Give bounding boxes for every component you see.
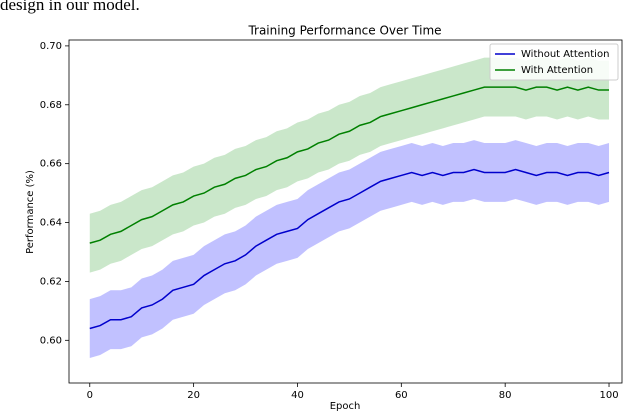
x-tick-label: 40 bbox=[291, 390, 304, 401]
y-axis-label: Performance (%) bbox=[25, 170, 36, 254]
y-tick-label: 0.60 bbox=[40, 335, 62, 346]
legend-box bbox=[489, 43, 619, 81]
x-tick-label: 20 bbox=[187, 390, 200, 401]
y-tick-label: 0.70 bbox=[40, 41, 62, 52]
legend-label: With Attention bbox=[521, 65, 593, 76]
x-tick-label: 80 bbox=[499, 390, 512, 401]
confidence-band bbox=[89, 140, 610, 358]
legend-label: Without Attention bbox=[521, 49, 609, 60]
confidence-band bbox=[89, 57, 610, 273]
y-tick-label: 0.68 bbox=[40, 100, 62, 111]
x-tick-label: 60 bbox=[395, 390, 408, 401]
x-tick-label: 100 bbox=[599, 390, 618, 401]
x-tick-label: 0 bbox=[87, 390, 93, 401]
caption: design in our model. bbox=[0, 0, 140, 14]
chart-title: Training Performance Over Time bbox=[247, 24, 441, 38]
line bbox=[89, 86, 610, 244]
y-tick-label: 0.62 bbox=[40, 276, 62, 287]
line bbox=[89, 168, 610, 330]
plot-frame bbox=[68, 39, 623, 384]
y-tick-label: 0.66 bbox=[40, 159, 62, 170]
y-tick-label: 0.64 bbox=[40, 218, 62, 229]
x-axis-label: Epoch bbox=[330, 401, 361, 412]
